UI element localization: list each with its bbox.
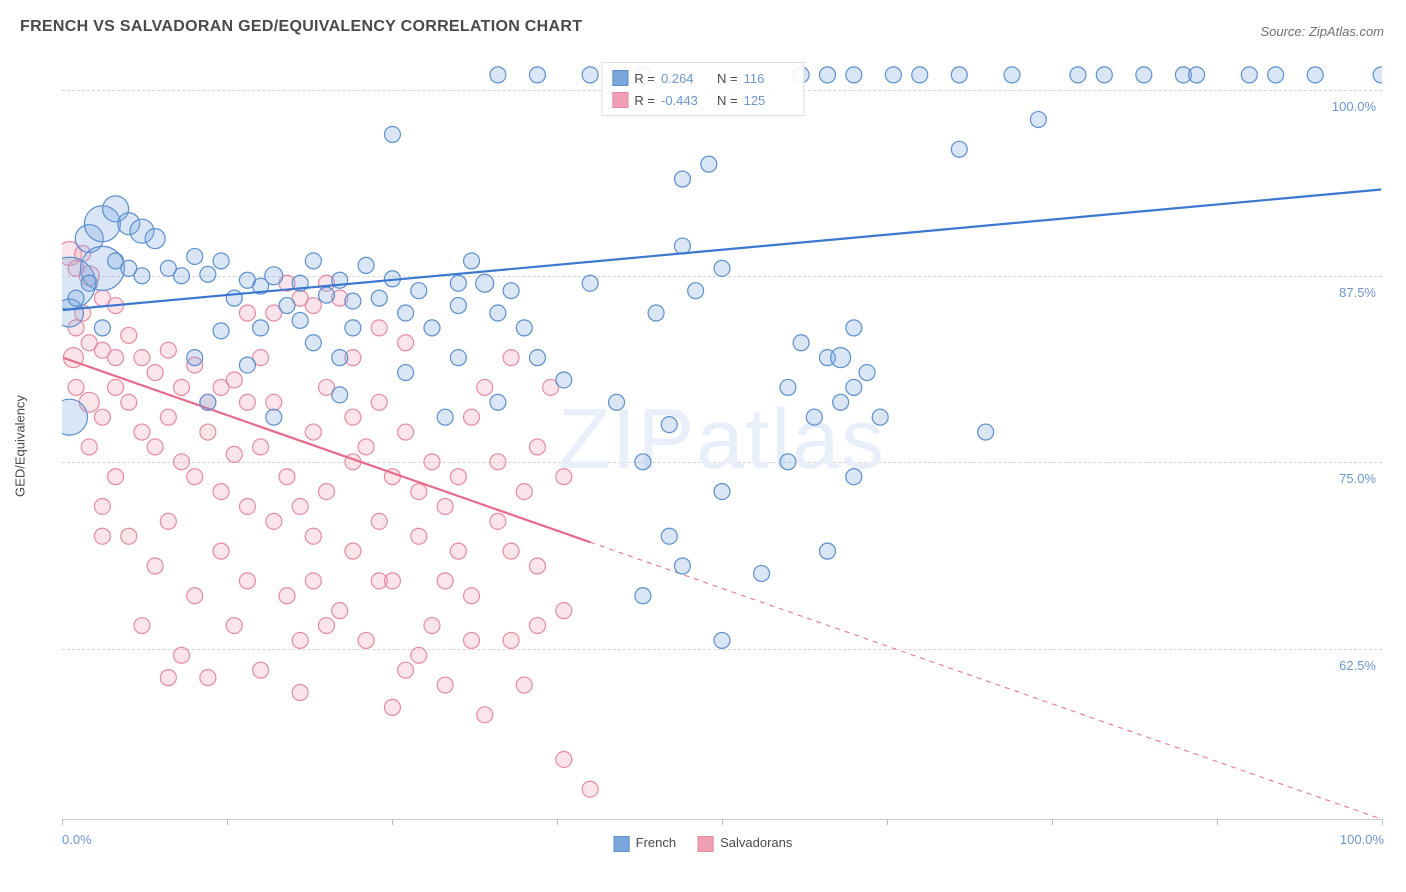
legend-bottom: French Salvadorans xyxy=(614,835,793,852)
legend-french-label: French xyxy=(636,835,676,850)
x-tick xyxy=(1217,819,1218,825)
legend-item-french: French xyxy=(614,835,676,852)
x-axis-min-label: 0.0% xyxy=(62,832,92,847)
legend-n-label: N = xyxy=(717,71,738,86)
x-tick xyxy=(887,819,888,825)
y-axis-title: GED/Equivalency xyxy=(13,395,28,497)
x-tick xyxy=(722,819,723,825)
legend-item-salvadorans: Salvadorans xyxy=(698,835,792,852)
plot-area: ZIPatlas 62.5%75.0%87.5%100.0% xyxy=(62,60,1382,820)
legend-r-label: R = xyxy=(634,93,655,108)
x-axis-max-label: 100.0% xyxy=(1340,832,1384,847)
scatter-chart xyxy=(62,60,1382,819)
legend-r-label: R = xyxy=(634,71,655,86)
source-attribution: Source: ZipAtlas.com xyxy=(1260,24,1384,39)
legend-row-salvadorans: R = -0.443 N = 125 xyxy=(612,89,793,111)
legend-salv-label: Salvadorans xyxy=(720,835,792,850)
legend-french-n: 116 xyxy=(744,71,794,86)
x-tick xyxy=(227,819,228,825)
x-tick xyxy=(62,819,63,825)
x-tick xyxy=(392,819,393,825)
legend-salv-r: -0.443 xyxy=(661,93,711,108)
x-tick xyxy=(1052,819,1053,825)
legend-french-r: 0.264 xyxy=(661,71,711,86)
chart-title: FRENCH VS SALVADORAN GED/EQUIVALENCY COR… xyxy=(20,18,582,36)
x-tick xyxy=(557,819,558,825)
legend-correlation-box: R = 0.264 N = 116 R = -0.443 N = 125 xyxy=(601,62,804,116)
x-tick xyxy=(1382,819,1383,825)
legend-salv-n: 125 xyxy=(744,93,794,108)
legend-row-french: R = 0.264 N = 116 xyxy=(612,67,793,89)
legend-n-label: N = xyxy=(717,93,738,108)
